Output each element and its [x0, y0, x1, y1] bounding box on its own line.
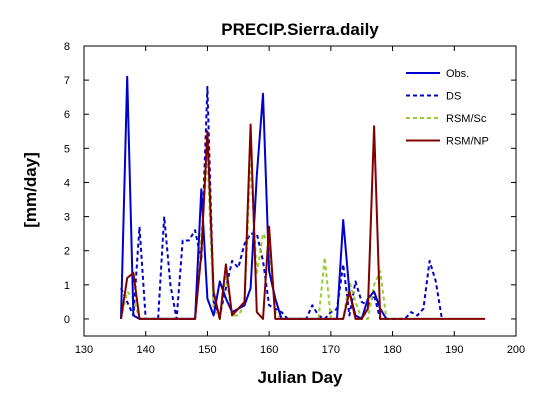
- x-axis: 130 140 150 160 170 180 190 200: [75, 46, 525, 356]
- legend-label: Obs.: [446, 68, 469, 80]
- series-line-ds: [120, 85, 443, 320]
- legend-label: DS: [446, 91, 461, 103]
- x-tick-label: 160: [260, 344, 278, 356]
- y-tick-label: 7: [64, 75, 70, 87]
- y-tick-label: 4: [64, 177, 70, 189]
- x-tick-label: 130: [75, 344, 93, 356]
- x-tick-label: 200: [507, 344, 525, 356]
- series-line-rsm-np: [120, 123, 486, 320]
- y-tick-label: 6: [64, 109, 70, 121]
- plot-frame: [83, 45, 517, 337]
- legend-label: RSM/Sc: [446, 113, 487, 125]
- y-tick-label: 0: [64, 314, 70, 326]
- y-tick-label: 8: [64, 41, 70, 53]
- chart-title: PRECIP.Sierra.daily: [221, 20, 379, 39]
- x-tick-label: 170: [322, 344, 340, 356]
- y-axis: 0 1 2 3 4 5 6 7 8: [64, 41, 516, 326]
- y-tick-label: 2: [64, 246, 70, 258]
- x-tick-label: 190: [445, 344, 463, 356]
- plot-area: [83, 45, 517, 337]
- y-axis-label: [mm/day]: [21, 152, 40, 228]
- y-tick-label: 3: [64, 212, 70, 224]
- x-tick-label: 180: [383, 344, 401, 356]
- legend: Obs. DS RSM/Sc RSM/NP: [406, 68, 489, 148]
- x-tick-label: 150: [198, 344, 216, 356]
- series-lines: [120, 75, 486, 320]
- y-tick-label: 1: [64, 280, 70, 292]
- legend-label: RSM/NP: [446, 136, 489, 148]
- x-axis-label: Julian Day: [257, 368, 343, 387]
- x-tick-label: 140: [137, 344, 155, 356]
- y-tick-label: 5: [64, 143, 70, 155]
